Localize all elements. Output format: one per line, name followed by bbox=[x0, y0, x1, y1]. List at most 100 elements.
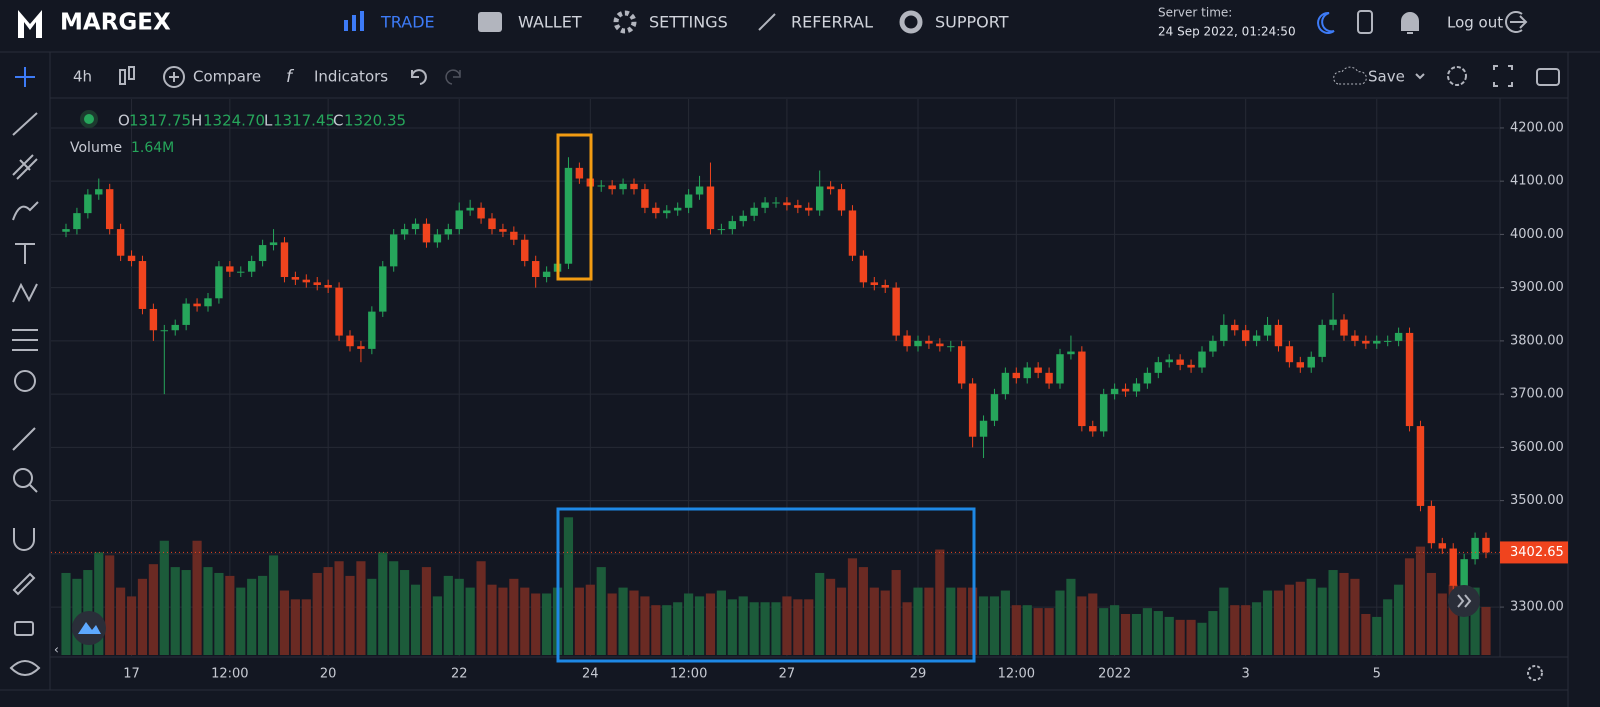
candle-body bbox=[204, 298, 212, 307]
candle-body bbox=[1034, 367, 1042, 373]
screenshot-icon[interactable] bbox=[1536, 68, 1560, 86]
settings-icon[interactable] bbox=[613, 10, 637, 34]
volume-bar bbox=[978, 596, 989, 655]
volume-bar bbox=[1088, 593, 1098, 655]
logo-icon[interactable] bbox=[18, 10, 42, 38]
compare-icon[interactable] bbox=[163, 66, 185, 88]
chart-settings-icon[interactable] bbox=[1447, 66, 1467, 86]
candle-body bbox=[1001, 372, 1010, 395]
volume-bar bbox=[1219, 587, 1229, 655]
candle-body bbox=[411, 223, 420, 230]
y-tick-label: 3900.00 bbox=[1510, 280, 1564, 295]
legend-status bbox=[80, 110, 98, 128]
candle-body bbox=[1187, 364, 1195, 368]
candle-body bbox=[1154, 362, 1163, 373]
candle-body bbox=[477, 207, 485, 219]
candle-body bbox=[1198, 351, 1206, 368]
candle-body bbox=[739, 215, 747, 222]
highlight-volume-box bbox=[556, 507, 976, 663]
notification-icon[interactable] bbox=[1401, 12, 1419, 34]
candle-body bbox=[1285, 346, 1294, 363]
save-icon[interactable] bbox=[1333, 66, 1367, 85]
candle-body bbox=[1220, 324, 1228, 341]
candle-body bbox=[335, 287, 343, 336]
last-price-badge bbox=[1500, 541, 1568, 564]
volume-bar bbox=[1197, 622, 1207, 655]
support-icon[interactable] bbox=[899, 10, 923, 34]
candle-body bbox=[750, 207, 758, 216]
y-tick-label: 4200.00 bbox=[1510, 120, 1564, 135]
candle-body bbox=[859, 255, 868, 283]
logout-icon[interactable] bbox=[1505, 11, 1528, 33]
save-dropdown[interactable] bbox=[1415, 73, 1425, 80]
volume-bar bbox=[1066, 578, 1076, 655]
candle-body bbox=[1023, 367, 1031, 379]
x-tick-label: 22 bbox=[451, 667, 468, 682]
candle-body bbox=[892, 287, 900, 336]
drawing-tools[interactable] bbox=[9, 67, 41, 676]
logout[interactable]: Log out bbox=[1447, 14, 1503, 32]
candle-body bbox=[1132, 383, 1141, 392]
compare[interactable]: Compare bbox=[193, 68, 261, 86]
candle-body bbox=[1231, 324, 1239, 331]
volume-bar bbox=[935, 549, 945, 655]
volume-bar bbox=[192, 540, 202, 655]
candle-body bbox=[379, 266, 387, 312]
volume-bar bbox=[290, 599, 300, 655]
candle-body bbox=[171, 324, 179, 331]
nav-settings[interactable]: SETTINGS bbox=[649, 13, 728, 32]
volume-bar bbox=[924, 587, 934, 655]
nav-referral[interactable]: REFERRAL bbox=[791, 13, 873, 32]
indicators-icon[interactable]: f bbox=[286, 67, 295, 87]
candle-body bbox=[215, 266, 223, 299]
candle-body bbox=[237, 271, 245, 273]
x-tick-label: 12:00 bbox=[670, 667, 707, 682]
candle-body bbox=[1383, 340, 1392, 342]
fullscreen-icon[interactable] bbox=[1493, 65, 1513, 87]
candle-body bbox=[488, 218, 496, 230]
indicators[interactable]: Indicators bbox=[314, 68, 388, 86]
volume-bar bbox=[1099, 608, 1109, 655]
wallet-icon[interactable] bbox=[478, 12, 502, 32]
last-price-label: 3402.65 bbox=[1510, 545, 1564, 560]
candle-body bbox=[324, 284, 332, 288]
volume-bar bbox=[268, 555, 279, 655]
logo[interactable]: MARGEX bbox=[60, 10, 171, 36]
referral-icon[interactable] bbox=[758, 13, 776, 31]
nav-wallet[interactable]: WALLET bbox=[518, 13, 582, 32]
volume-bar bbox=[880, 590, 890, 655]
nav-support[interactable]: SUPPORT bbox=[935, 13, 1009, 32]
candle-body bbox=[805, 207, 813, 211]
volume-bar bbox=[279, 590, 290, 655]
collapse-sidebar[interactable]: ‹ bbox=[54, 643, 59, 657]
volume-bar bbox=[1448, 584, 1458, 655]
volume-bar bbox=[1481, 606, 1491, 655]
candle-body bbox=[881, 284, 889, 288]
candle-body bbox=[466, 207, 474, 211]
theme-icon[interactable] bbox=[1317, 11, 1335, 34]
candle-body bbox=[630, 183, 638, 190]
candle-type-icon[interactable] bbox=[119, 66, 135, 85]
volume-bar bbox=[1011, 605, 1021, 655]
volume-bar bbox=[1120, 613, 1131, 655]
volume-bar bbox=[454, 578, 464, 655]
volume-bar bbox=[1284, 584, 1294, 655]
undo-icon[interactable] bbox=[411, 69, 427, 85]
nav-trade[interactable]: TRADE bbox=[380, 13, 435, 32]
trade-icon[interactable] bbox=[344, 11, 364, 31]
volume-bar bbox=[1175, 619, 1185, 655]
volume-bar bbox=[716, 590, 726, 655]
mobile-icon[interactable] bbox=[1357, 10, 1373, 34]
volume-bar bbox=[148, 564, 158, 655]
candle-body bbox=[728, 221, 737, 230]
candle-body bbox=[1241, 330, 1250, 341]
axis-settings-icon[interactable] bbox=[1527, 665, 1543, 681]
redo-icon[interactable] bbox=[445, 69, 461, 85]
candle-body bbox=[1438, 543, 1447, 549]
interval[interactable]: 4h bbox=[73, 68, 92, 86]
volume-bar bbox=[1470, 587, 1480, 655]
candle-body bbox=[1405, 332, 1414, 427]
x-tick-label: 5 bbox=[1373, 667, 1381, 682]
save[interactable]: Save bbox=[1368, 68, 1405, 86]
candle-body bbox=[1362, 340, 1370, 344]
